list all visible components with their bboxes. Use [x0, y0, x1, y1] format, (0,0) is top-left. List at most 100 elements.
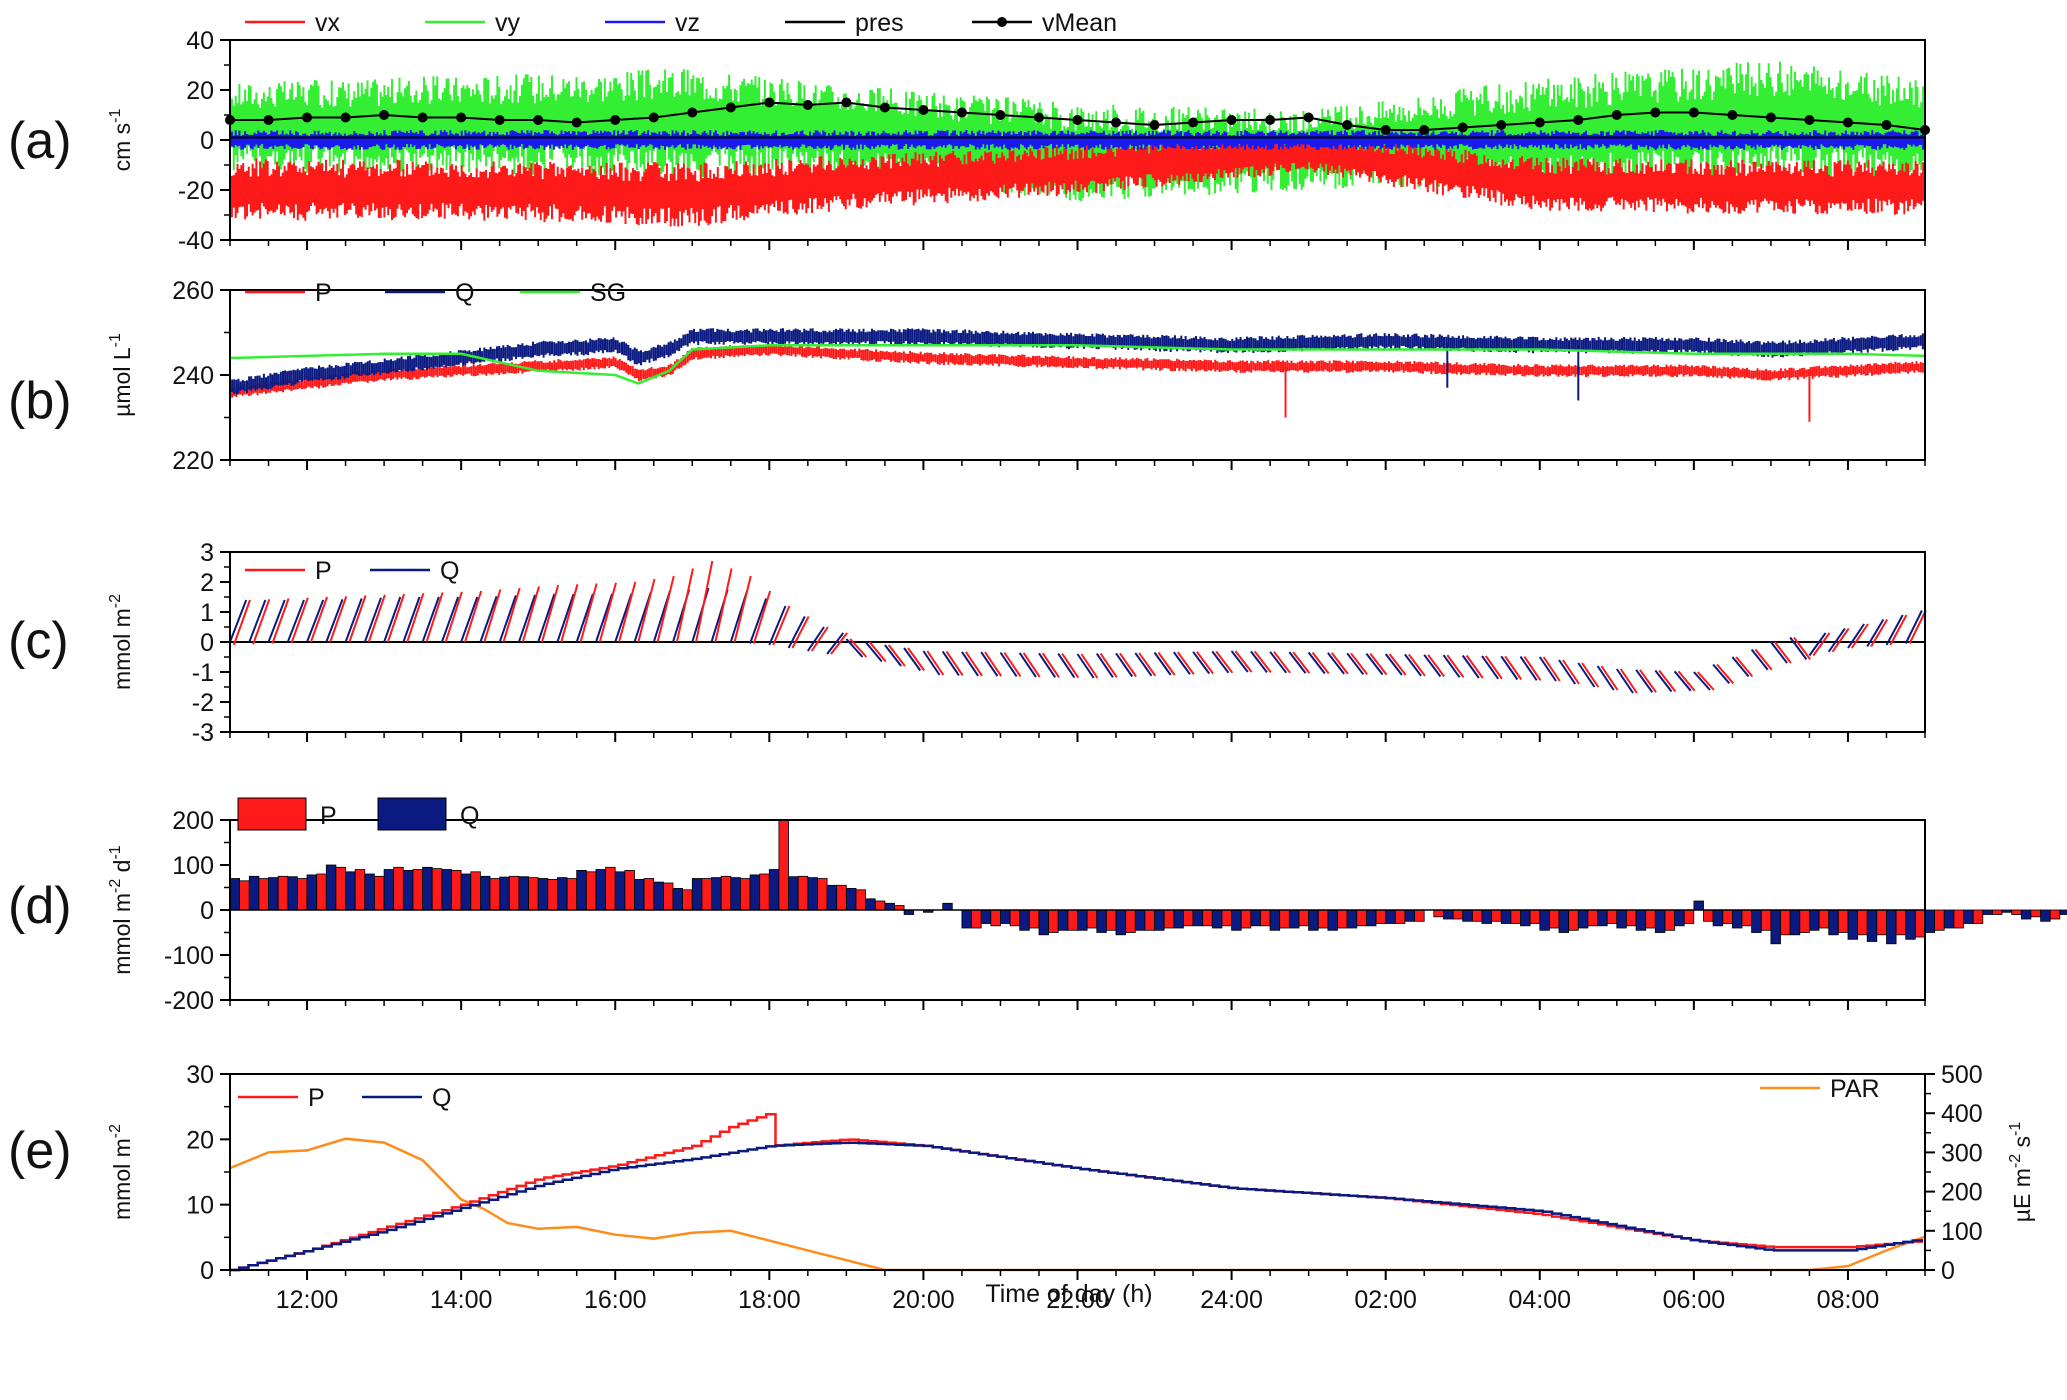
bar-P-d [1626, 909, 1637, 927]
bar-Q-d [1154, 909, 1165, 931]
bar-Q-d [653, 881, 664, 911]
bar-P-d [335, 866, 346, 911]
bar-Q-d [1982, 909, 1993, 915]
y-tick-label-e: 0 [200, 1257, 214, 1285]
bar-P-d [1491, 909, 1502, 922]
bar-P-d [1568, 909, 1579, 931]
bar-P-d [682, 889, 693, 911]
vMean-point [725, 102, 736, 113]
bar-Q-d [1269, 909, 1281, 931]
vMean-point [1496, 120, 1507, 130]
bar-Q-d [1308, 909, 1319, 931]
bar-P-d [701, 878, 712, 911]
bar-P-d [740, 878, 751, 911]
vMean-point [1149, 120, 1160, 130]
bar-P-d [412, 869, 424, 911]
y-tick-label-e: 20 [186, 1126, 214, 1154]
series-group-b [229, 328, 1926, 422]
bar-Q-d [807, 877, 818, 911]
x-tick-label: 24:00 [1200, 1286, 1263, 1314]
bar-Q-d [865, 898, 876, 911]
bar-P-d [1067, 909, 1078, 931]
bar-Q-d [2040, 909, 2051, 922]
y-tick-label-d: 200 [172, 807, 214, 835]
bar-P-d [605, 866, 616, 911]
bar-Q-d [576, 870, 587, 911]
y2-axis-title-e: µE m-2 s-1 [2007, 1122, 2035, 1223]
bar-Q-d [846, 888, 857, 911]
x-tick-labels: 12:00 14:00 16:00 18:00 20:00 22:00 24:00 02:00… [276, 1286, 1879, 1314]
series-P-e [230, 1112, 1924, 1272]
y-tick-label-b: 260 [172, 277, 214, 305]
bar-Q-d [1481, 909, 1493, 924]
y-tick-label-b: 240 [172, 362, 214, 390]
bar-Q-d [364, 873, 375, 911]
bar-P-d [585, 871, 597, 911]
vMean-point [1072, 115, 1083, 125]
bar-Q-d [383, 869, 395, 911]
bar-Q-d [1057, 909, 1069, 931]
y-axis-title-b: µmol L-1 [107, 333, 135, 417]
vMean-point [417, 112, 428, 123]
bar-P-d [1992, 909, 2003, 915]
bar-P-d [393, 866, 404, 911]
vMean-point [764, 97, 775, 108]
plot-frame-e [229, 1073, 1926, 1271]
legend-label-Q-d: Q [460, 802, 479, 830]
bar-Q-d [287, 876, 298, 911]
bar-Q-d [1211, 909, 1223, 929]
bar-Q-d [1770, 909, 1781, 945]
vMean-point [1688, 107, 1699, 118]
bar-P-d [1260, 909, 1271, 927]
bar-Q-d [730, 877, 741, 911]
legend-label-SG-b: SG [590, 279, 626, 307]
vMean-point [1727, 110, 1738, 120]
panel-label-d: (d) [8, 877, 72, 935]
x-tick-label: 08:00 [1817, 1286, 1880, 1314]
bar-Q-d [1115, 909, 1127, 936]
vMean-point [1650, 107, 1661, 118]
bar-P-d [1934, 909, 1945, 931]
bar-P-d [566, 878, 578, 911]
series-Q-e [230, 1141, 1924, 1272]
bar-P-d [1202, 909, 1213, 927]
vMean-point [1611, 110, 1622, 120]
bar-Q-d [2059, 909, 2067, 915]
bar-Q-d [248, 875, 260, 911]
vMean-point [802, 100, 813, 110]
bar-P-d [990, 909, 1001, 927]
bar-Q-d [479, 875, 491, 911]
bar-Q-d [1635, 909, 1647, 931]
x-tick-label: 18:00 [738, 1286, 801, 1314]
x-tick-label: 14:00 [430, 1286, 493, 1314]
bar-Q-d [1597, 909, 1608, 927]
bar-Q-d [1000, 909, 1011, 924]
y-axis-title-e: mmol m-2 [107, 1124, 135, 1220]
vMean-point [918, 105, 929, 115]
bar-P-d [1857, 909, 1868, 936]
legend-marker-vMean-a [997, 17, 1007, 27]
y-tick-label-e: 30 [186, 1061, 214, 1089]
bar-Q-d [1077, 909, 1088, 931]
vMean-point [1380, 125, 1391, 135]
vMean-point [610, 115, 621, 125]
panel-label-e: (e) [8, 1122, 72, 1180]
vMean-point [1881, 120, 1892, 130]
y-tick-label-c: -1 [192, 659, 214, 687]
bar-P-d [489, 878, 501, 911]
legend-label-Q-b: Q [455, 279, 474, 307]
bar-Q-d [402, 870, 414, 911]
legend-b: P Q SG [245, 279, 626, 307]
bar-Q-d [1558, 909, 1570, 933]
bar-P-d [1221, 909, 1233, 927]
bar-P-d [1549, 909, 1560, 929]
legend-label-P-e: P [308, 1084, 325, 1112]
bar-Q-d [460, 873, 472, 911]
bar-Q-d [422, 866, 433, 911]
vMean-point [1842, 117, 1853, 128]
bar-Q-d [325, 864, 337, 911]
bar-P-d [1433, 909, 1444, 918]
series-PAR-e [229, 1137, 1926, 1272]
vMean-point [494, 115, 505, 125]
